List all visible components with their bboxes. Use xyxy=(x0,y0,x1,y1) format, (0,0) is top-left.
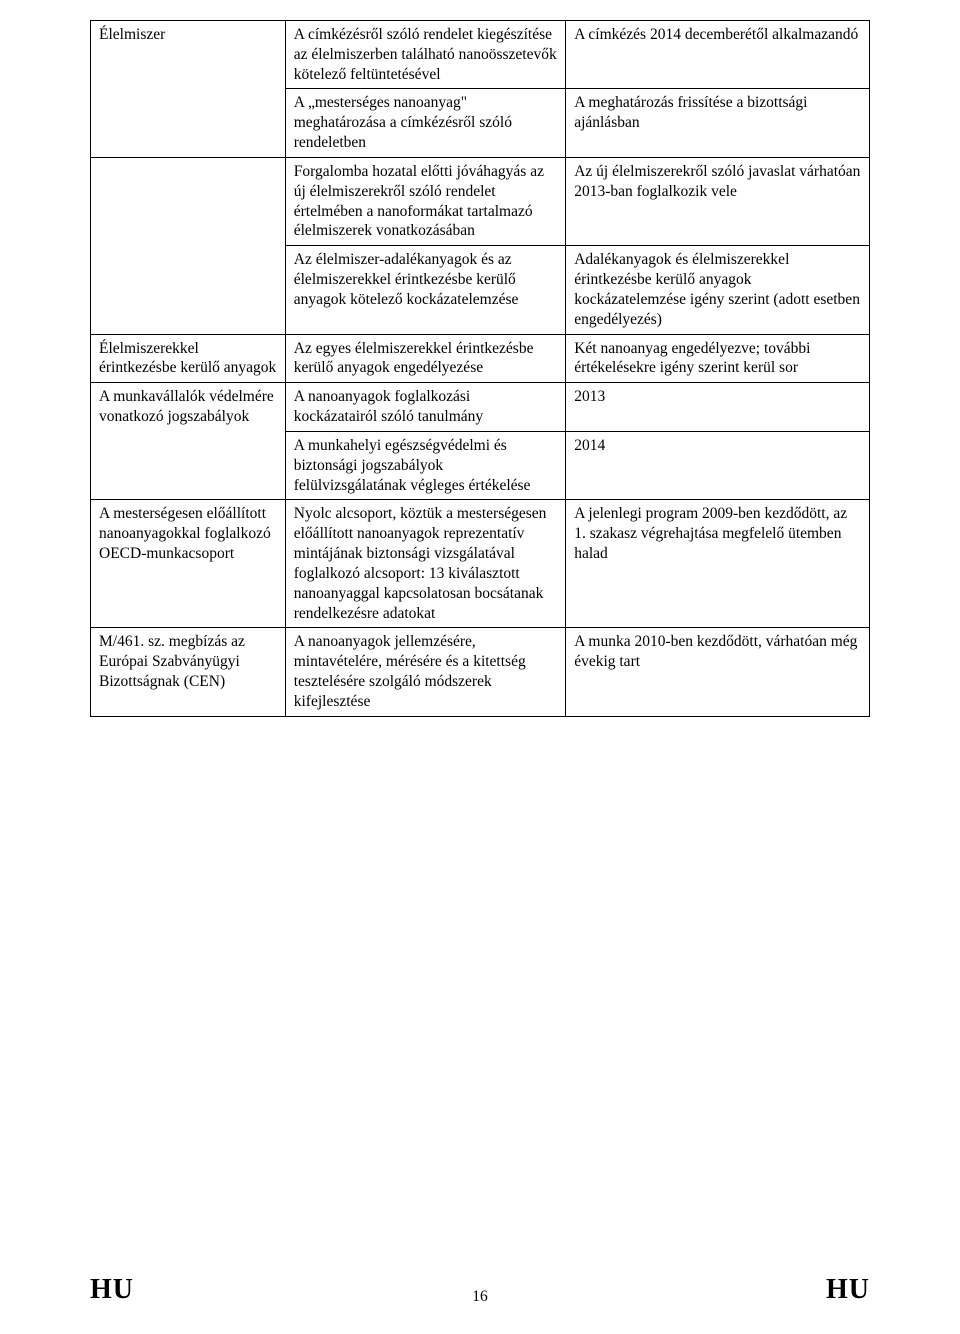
page: ÉlelmiszerA címkézésről szóló rendelet k… xyxy=(0,0,960,1334)
table-row: ÉlelmiszerA címkézésről szóló rendelet k… xyxy=(91,21,870,89)
cell-measure: A címkézésről szóló rendelet kiegészítés… xyxy=(285,21,565,89)
policy-table: ÉlelmiszerA címkézésről szóló rendelet k… xyxy=(90,20,870,717)
page-number: 16 xyxy=(472,1288,488,1306)
cell-measure: Forgalomba hozatal előtti jóváhagyás az … xyxy=(285,157,565,245)
cell-status: A meghatározás frissítése a bizottsági a… xyxy=(566,89,870,157)
page-footer: HU 16 HU xyxy=(0,1274,960,1306)
cell-measure: A nanoanyagok jellemzésére, mintavételér… xyxy=(285,628,565,716)
cell-status: A jelenlegi program 2009-ben kezdődött, … xyxy=(566,500,870,628)
cell-measure: Az élelmiszer-adalékanyagok és az élelmi… xyxy=(285,246,565,334)
cell-category: M/461. sz. megbízás az Európai Szabványü… xyxy=(91,628,286,716)
cell-status: 2013 xyxy=(566,383,870,432)
footer-right: HU xyxy=(826,1274,870,1306)
cell-measure: A munkahelyi egészségvédelmi és biztonsá… xyxy=(285,431,565,499)
table-row: A mesterségesen előállított nanoanyagokk… xyxy=(91,500,870,628)
cell-category: Élelmiszer xyxy=(91,21,286,158)
table-row: A munkavállalók védelmére vonatkozó jogs… xyxy=(91,383,870,432)
table-row: M/461. sz. megbízás az Európai Szabványü… xyxy=(91,628,870,716)
cell-status: 2014 xyxy=(566,431,870,499)
cell-category: A mesterségesen előállított nanoanyagokk… xyxy=(91,500,286,628)
footer-left: HU xyxy=(90,1274,134,1306)
table-row: Élelmiszerekkel érintkezésbe kerülő anya… xyxy=(91,334,870,383)
cell-category: Élelmiszerekkel érintkezésbe kerülő anya… xyxy=(91,334,286,383)
cell-status: A munka 2010-ben kezdődött, várhatóan mé… xyxy=(566,628,870,716)
cell-status: Két nanoanyag engedélyezve; további érté… xyxy=(566,334,870,383)
cell-status: Adalékanyagok és élelmiszerekkel érintke… xyxy=(566,246,870,334)
cell-measure: Nyolc alcsoport, köztük a mesterségesen … xyxy=(285,500,565,628)
cell-measure: A nanoanyagok foglalkozási kockázatairól… xyxy=(285,383,565,432)
cell-measure: Az egyes élelmiszerekkel érintkezésbe ke… xyxy=(285,334,565,383)
table-row: Forgalomba hozatal előtti jóváhagyás az … xyxy=(91,157,870,245)
cell-category xyxy=(91,157,286,334)
cell-category: A munkavállalók védelmére vonatkozó jogs… xyxy=(91,383,286,500)
cell-status: A címkézés 2014 decemberétől alkalmazand… xyxy=(566,21,870,89)
cell-measure: A „mesterséges nanoanyag" meghatározása … xyxy=(285,89,565,157)
cell-status: Az új élelmiszerekről szóló javaslat vár… xyxy=(566,157,870,245)
